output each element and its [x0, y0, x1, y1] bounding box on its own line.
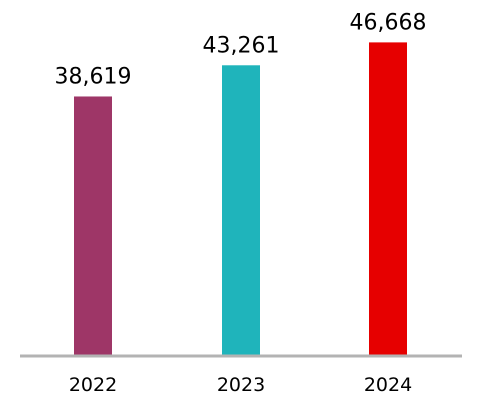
value-labels-group: 38,619 43,261 46,668 [55, 10, 427, 89]
x-tick-label-2024: 2024 [364, 374, 412, 396]
bar-2023 [222, 65, 260, 357]
value-label-2022: 38,619 [55, 64, 132, 89]
value-label-2024: 46,668 [350, 10, 427, 35]
x-tick-label-2023: 2023 [217, 374, 265, 396]
x-tick-labels-group: 2022 2023 2024 [69, 374, 412, 396]
bar-2022 [74, 96, 112, 357]
bar-2024 [369, 42, 407, 356]
value-label-2023: 43,261 [203, 33, 280, 58]
x-tick-label-2022: 2022 [69, 374, 117, 396]
bars-group [74, 42, 407, 357]
